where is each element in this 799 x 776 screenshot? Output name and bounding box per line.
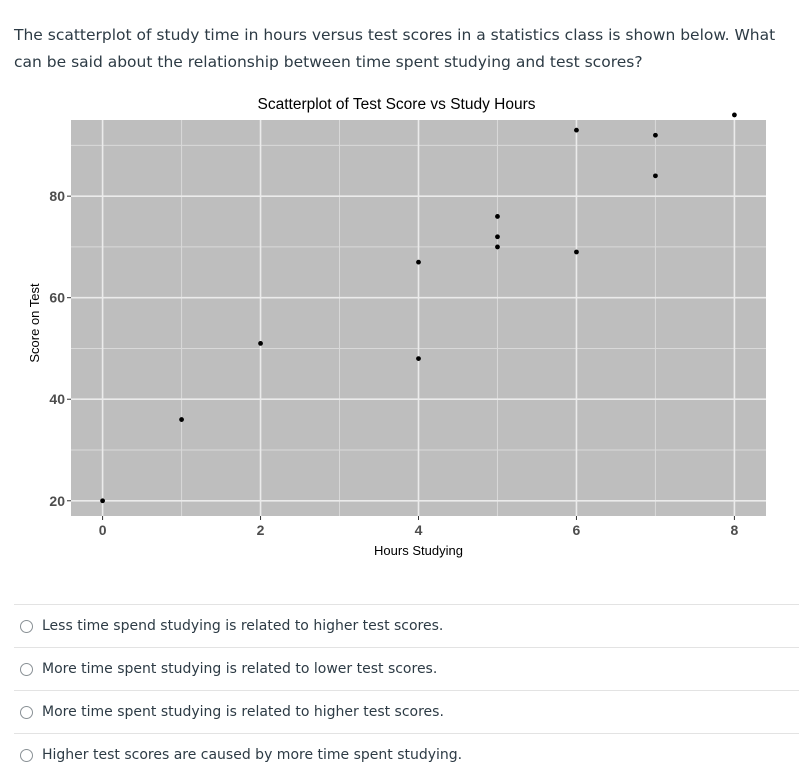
x-tick-label: 2 <box>257 522 265 538</box>
data-point <box>495 214 500 219</box>
radio-button[interactable] <box>20 705 33 719</box>
data-point <box>574 127 579 133</box>
x-axis-label: Hours Studying <box>374 543 463 558</box>
data-point <box>732 112 737 118</box>
data-point <box>416 259 421 265</box>
radio-button[interactable] <box>20 619 33 633</box>
x-tick-label: 8 <box>731 522 739 538</box>
answer-label: Higher test scores are caused by more ti… <box>42 747 463 763</box>
answer-label: More time spent studying is related to l… <box>42 661 438 677</box>
radio-button[interactable] <box>20 748 33 762</box>
data-point <box>416 356 421 362</box>
y-tick-label: 80 <box>49 188 65 204</box>
y-axis-label: Score on Test <box>27 283 42 363</box>
data-point <box>495 244 500 250</box>
answer-option-3[interactable]: More time spent studying is related to h… <box>14 690 799 733</box>
data-point <box>258 340 263 346</box>
answer-option-1[interactable]: Less time spend studying is related to h… <box>14 604 799 647</box>
radio-button[interactable] <box>20 662 33 676</box>
answer-list: Less time spend studying is related to h… <box>14 604 799 776</box>
chart-title: Scatterplot of Test Score vs Study Hours <box>258 96 536 113</box>
data-point <box>574 249 579 255</box>
answer-option-2[interactable]: More time spent studying is related to l… <box>14 647 799 690</box>
data-point <box>653 132 658 138</box>
data-point <box>653 173 658 179</box>
x-tick-label: 0 <box>99 522 107 538</box>
x-tick-label: 4 <box>415 522 423 538</box>
data-point <box>179 417 184 422</box>
answer-label: More time spent studying is related to h… <box>42 704 444 720</box>
data-point <box>495 234 500 240</box>
x-tick-label: 6 <box>573 522 581 538</box>
answer-option-4[interactable]: Higher test scores are caused by more ti… <box>14 733 799 776</box>
data-point <box>100 498 105 504</box>
answer-label: Less time spend studying is related to h… <box>42 618 444 634</box>
y-tick-label: 40 <box>49 391 65 407</box>
y-tick-label: 20 <box>49 493 65 509</box>
y-tick-label: 60 <box>49 290 65 306</box>
scatterplot-chart: Scatterplot of Test Score vs Study Hours… <box>27 96 766 558</box>
question-text: The scatterplot of study time in hours v… <box>14 26 776 71</box>
